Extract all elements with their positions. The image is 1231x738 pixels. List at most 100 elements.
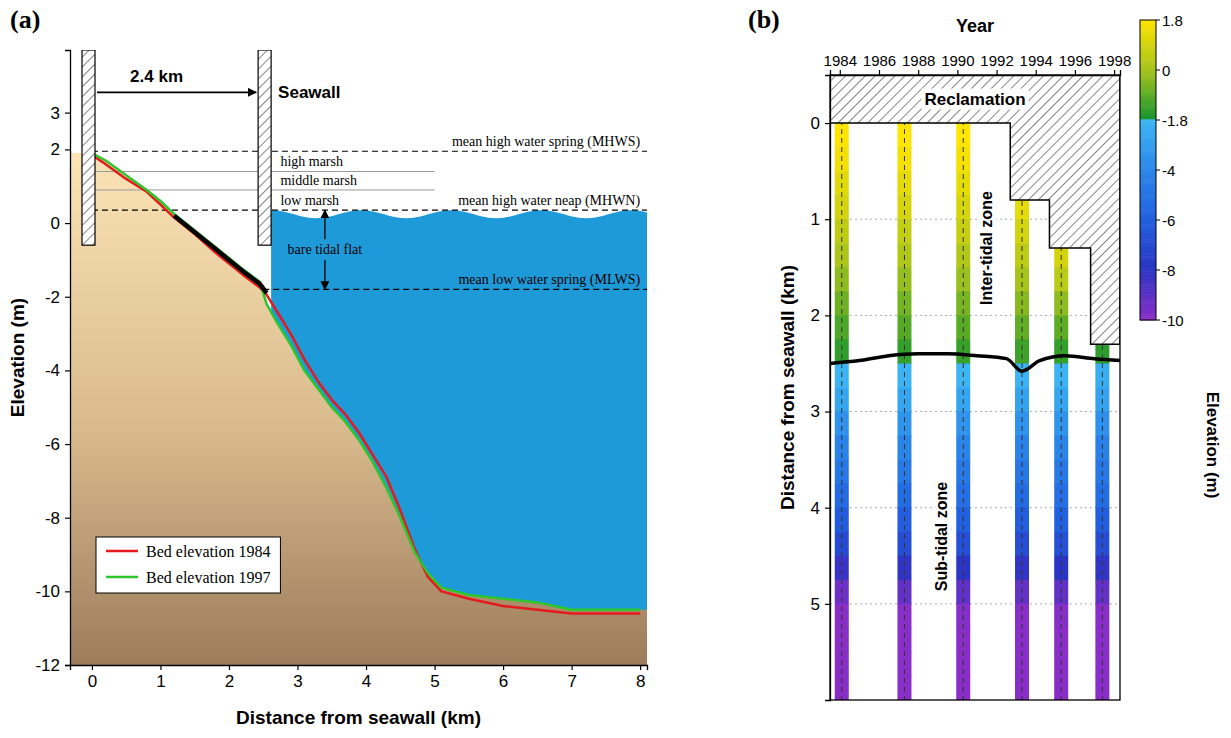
- tick-mark: [65, 444, 70, 445]
- tick: 4: [811, 499, 830, 518]
- tick-mark: [65, 223, 70, 224]
- tick-mark: [825, 219, 830, 220]
- zone-label: Inter-tidal zone: [978, 191, 995, 305]
- tick-mark: [297, 665, 298, 670]
- reclamation-label: Reclamation: [924, 90, 1025, 109]
- tick: 5: [811, 595, 830, 614]
- elevation-cell: [835, 123, 849, 148]
- tick: 5: [430, 665, 439, 691]
- zone-label-group: Sub-tidal zone: [932, 479, 951, 594]
- elevation-cell: [897, 556, 911, 581]
- elevation-cell: [835, 195, 849, 220]
- legend-label: Bed elevation 1997: [146, 569, 270, 586]
- elevation-cell: [835, 412, 849, 437]
- elevation-cell: [897, 123, 911, 148]
- legend: Bed elevation 1984Bed elevation 1997: [96, 537, 280, 593]
- tick-mark: [825, 123, 830, 124]
- elevation-cell: [956, 339, 970, 364]
- colorbar-label: -10: [1162, 312, 1184, 329]
- tick-mark: [65, 591, 70, 592]
- tick: 1984: [824, 52, 857, 75]
- tick-mark: [1036, 70, 1037, 75]
- tidal-level: [92, 210, 647, 211]
- zone-label-group: Inter-tidal zone: [977, 188, 996, 308]
- tick: -10: [35, 582, 70, 601]
- colorbar-label: -4: [1162, 162, 1175, 179]
- legend-box: [96, 537, 280, 593]
- plot-a-marks: [70, 50, 647, 665]
- elevation-cell: [956, 484, 970, 509]
- tidal-flat-arrow: [324, 210, 325, 239]
- reclamation-label-group: Reclamation: [921, 89, 1028, 110]
- elevation-cell: [1054, 556, 1068, 581]
- tick: -4: [45, 361, 70, 380]
- tick-mark: [65, 518, 70, 519]
- tick-label: 1: [156, 672, 165, 691]
- axis-line: [831, 70, 1121, 76]
- tick-mark: [640, 665, 641, 670]
- tick: 6: [499, 665, 508, 691]
- colorbar-tick: [1156, 20, 1160, 21]
- distance-arrow: [97, 92, 256, 94]
- survey-line: [841, 75, 842, 700]
- distance-label: 2.4 km: [130, 67, 183, 86]
- tick-label: 1992: [980, 52, 1013, 69]
- panel-letter: (b): [748, 5, 780, 34]
- tick-mark: [92, 665, 93, 670]
- tick-label: -2: [45, 288, 60, 307]
- tick-label: 1998: [1098, 52, 1131, 69]
- tick: 1996: [1059, 52, 1092, 75]
- elevation-cell: [956, 556, 970, 581]
- elevation-cell: [835, 628, 849, 653]
- grid-line: [830, 315, 1120, 316]
- axis-line: [71, 666, 648, 671]
- grid-line: [830, 507, 1120, 508]
- tick-label: -12: [35, 656, 60, 675]
- x-axis: 012345678: [71, 665, 648, 691]
- tick-label: 4: [811, 499, 820, 518]
- elevation-cell: [1015, 484, 1029, 509]
- elevation-cell: [835, 556, 849, 581]
- tick-label: 1: [811, 210, 820, 229]
- tick-label: 1986: [863, 52, 896, 69]
- tick-mark: [366, 665, 367, 670]
- tick-label: 6: [499, 672, 508, 691]
- zone-boundary: [830, 354, 1120, 371]
- text-patch: [932, 479, 951, 594]
- tick: -6: [45, 435, 70, 454]
- tick-label: -10: [35, 582, 60, 601]
- level-label: mean low water spring (MLWS): [458, 272, 640, 288]
- zone-label: Sub-tidal zone: [933, 482, 950, 591]
- colorbar-tick: [1156, 170, 1160, 171]
- tick-mark: [996, 70, 997, 75]
- colorbar-title: Elevation (m): [1203, 392, 1222, 499]
- tick: 1988: [902, 52, 935, 75]
- axis-line: [65, 51, 71, 666]
- elevation-cell: [1015, 556, 1029, 581]
- legend-swatch: [106, 550, 138, 553]
- tick: 1: [811, 210, 830, 229]
- tick: 1994: [1020, 52, 1053, 75]
- tick-label: -4: [45, 361, 60, 380]
- tick-mark: [65, 297, 70, 298]
- tick-label: 7: [567, 672, 576, 691]
- colorbar-label: 1.8: [1162, 12, 1183, 29]
- tick-label: 2: [51, 140, 60, 159]
- colorbar-tick: [1156, 270, 1160, 271]
- elevation-cell: [1054, 484, 1068, 509]
- elevation-cell: [897, 267, 911, 292]
- tick: 0: [811, 114, 830, 133]
- elevation-cell: [956, 628, 970, 653]
- tick-mark: [65, 665, 70, 666]
- tick-mark: [825, 411, 830, 412]
- colorbar-tick: [1156, 70, 1160, 71]
- elevation-cell: [1095, 484, 1109, 509]
- elevation-cell: [835, 267, 849, 292]
- bed-line: [92, 155, 640, 613]
- ground: [70, 153, 647, 665]
- colorbar-tick: [1156, 120, 1160, 121]
- tick-mark: [825, 604, 830, 605]
- elevation-cell: [956, 123, 970, 148]
- tick-mark: [65, 370, 70, 371]
- tidal-flat-label: bare tidal flat: [288, 242, 363, 257]
